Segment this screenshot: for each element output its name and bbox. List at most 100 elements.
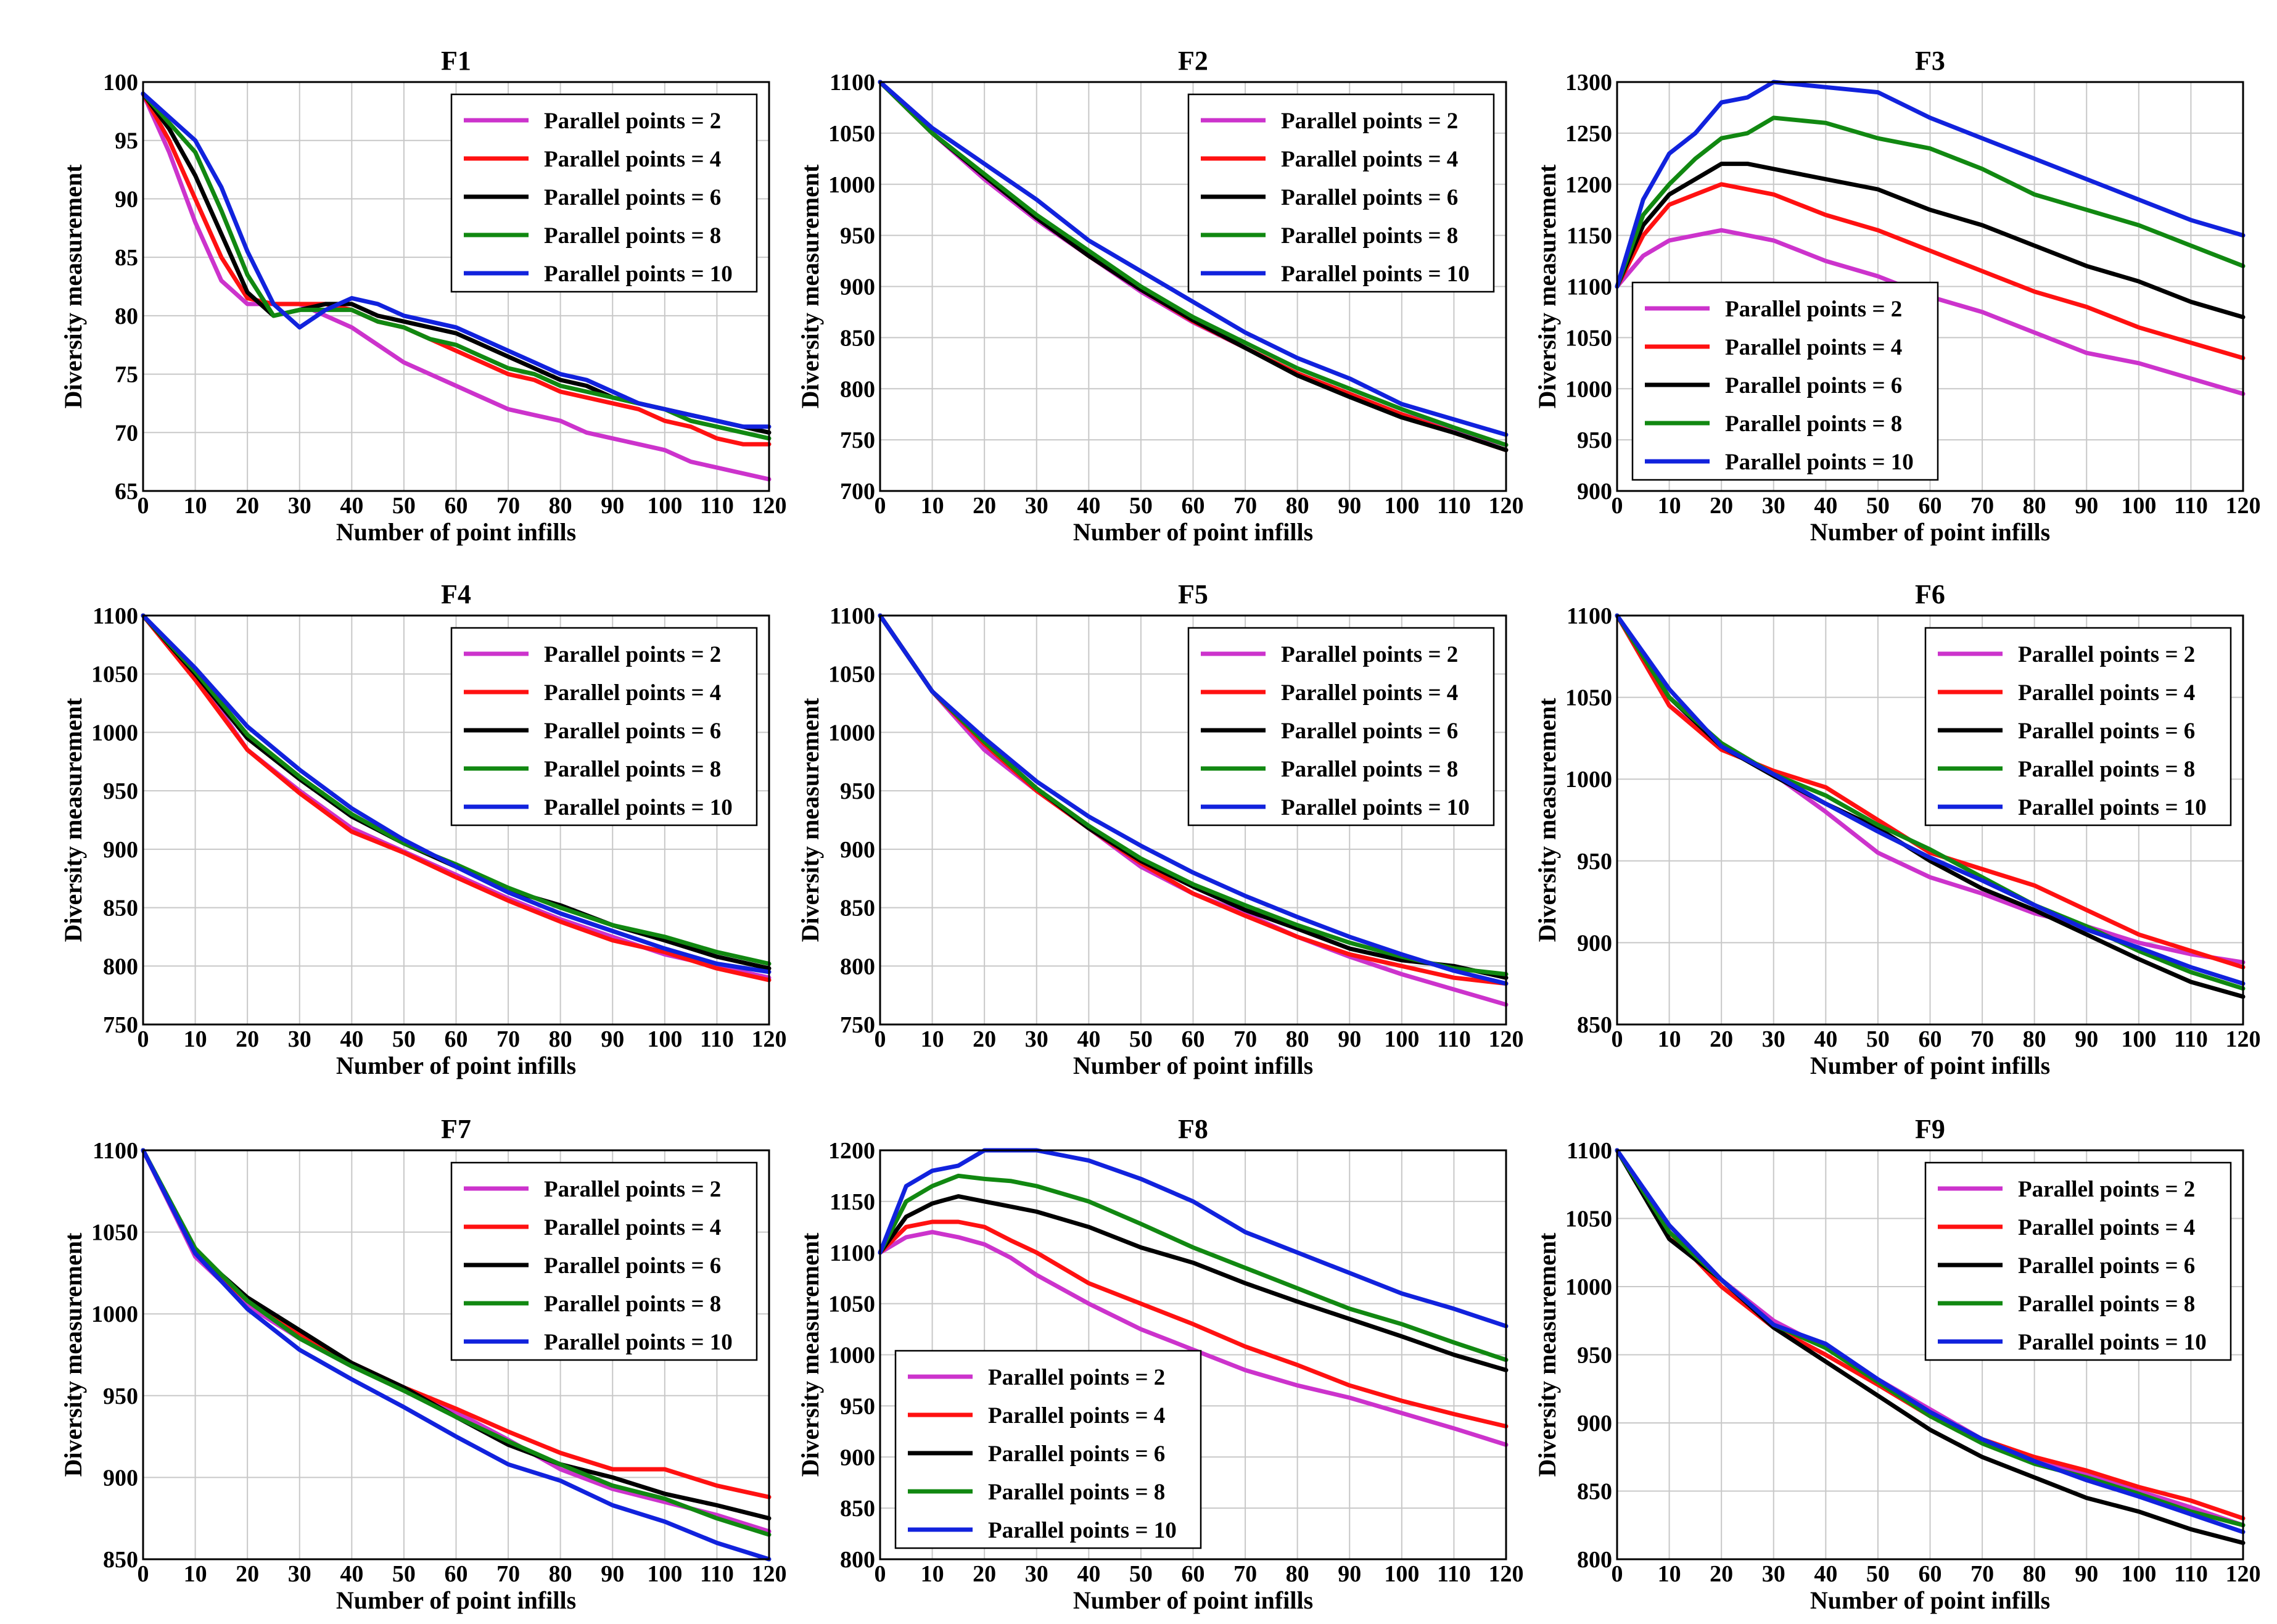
- x-tick-label: 70: [496, 1561, 520, 1587]
- x-tick-label: 10: [184, 1561, 207, 1587]
- y-tick-label: 900: [103, 1465, 138, 1491]
- x-tick-label: 0: [875, 493, 886, 519]
- y-tick-label: 800: [103, 954, 138, 979]
- x-tick-label: 80: [1286, 1561, 1309, 1587]
- y-axis-label: Diversity measurement: [1533, 1232, 1561, 1477]
- x-tick-label: 10: [921, 1026, 944, 1052]
- x-tick-label: 30: [1025, 1561, 1048, 1587]
- y-tick-label: 1050: [828, 1292, 875, 1317]
- y-tick-label: 1200: [1565, 172, 1612, 198]
- legend-label: Parallel points = 8: [988, 1480, 1165, 1505]
- x-tick-label: 90: [601, 493, 624, 519]
- chart-title: F5: [1178, 579, 1208, 609]
- series-line-8: [878, 613, 1509, 976]
- x-tick-label: 100: [1384, 1561, 1419, 1587]
- x-tick-label: 0: [875, 1026, 886, 1052]
- y-tick-label: 950: [1577, 427, 1612, 453]
- x-tick-label: 120: [1489, 1026, 1524, 1052]
- x-tick-label: 90: [2075, 1561, 2098, 1587]
- x-tick-label: 30: [288, 1561, 311, 1587]
- legend-box: [1631, 281, 1939, 481]
- x-tick-label: 60: [1919, 1561, 1942, 1587]
- legend-label: Parallel points = 10: [544, 262, 733, 287]
- x-tick-label: 120: [1489, 1561, 1524, 1587]
- x-tick-label: 100: [2121, 1561, 2156, 1587]
- plot-frame: [879, 614, 1507, 1026]
- series-line-2: [141, 91, 772, 482]
- legend: Parallel points = 2 Parallel points = 4 Pa…: [894, 1350, 1202, 1549]
- legend-label: Parallel points = 4: [2018, 680, 2195, 706]
- y-tick-label: 1050: [91, 662, 138, 688]
- legend: Parallel points = 2 Parallel points = 4 Pa…: [1924, 627, 2232, 826]
- x-axis-label: Number of point infills: [1073, 518, 1313, 546]
- chart-f1: 0 10 20 30 40 50 60 70 80 90 100 110 120 65 70 75 80 85 90…: [59, 46, 787, 546]
- y-tick-label: 950: [103, 778, 138, 804]
- x-tick-label: 100: [647, 1026, 682, 1052]
- legend: Parallel points = 2 Parallel points = 4 Pa…: [1187, 627, 1495, 826]
- x-tick-label: 0: [138, 493, 149, 519]
- x-tick-label: 80: [1286, 1026, 1309, 1052]
- series-line-10: [878, 80, 1509, 437]
- x-tick-label: 60: [445, 493, 468, 519]
- y-tick-label: 950: [1577, 1343, 1612, 1369]
- series-line-10: [1615, 1148, 2246, 1535]
- y-tick-label: 1100: [830, 603, 875, 629]
- legend-label: Parallel points = 2: [544, 1177, 721, 1202]
- y-tick-label: 850: [1577, 1479, 1612, 1505]
- legend-label: Parallel points = 10: [544, 795, 733, 820]
- y-tick-label: 900: [1577, 479, 1612, 505]
- x-tick-label: 60: [1182, 493, 1205, 519]
- y-tick-label: 85: [115, 245, 138, 271]
- y-tick-label: 950: [840, 223, 875, 249]
- plot-frame: [879, 81, 1507, 492]
- chart-title: F6: [1915, 579, 1945, 609]
- x-tick-label: 110: [700, 1561, 734, 1587]
- legend-label: Parallel points = 8: [1281, 223, 1458, 249]
- y-tick-label: 900: [1577, 930, 1612, 956]
- y-tick-label: 1050: [91, 1220, 138, 1246]
- legend-label: Parallel points = 4: [544, 147, 721, 172]
- chart-title: F3: [1915, 46, 1945, 76]
- x-tick-label: 50: [1129, 1026, 1153, 1052]
- legend-label: Parallel points = 8: [544, 1292, 721, 1317]
- legend-label: Parallel points = 4: [544, 1215, 721, 1240]
- x-tick-label: 10: [1658, 1026, 1681, 1052]
- series-line-4: [141, 91, 772, 447]
- y-tick-label: 900: [103, 837, 138, 863]
- x-tick-label: 110: [2174, 493, 2208, 519]
- legend-box: [1187, 627, 1495, 826]
- legend-box: [1924, 627, 2232, 826]
- y-tick-label: 1000: [828, 172, 875, 198]
- y-tick-label: 1100: [830, 70, 875, 96]
- x-tick-label: 70: [1233, 493, 1257, 519]
- x-tick-label: 60: [1919, 1026, 1942, 1052]
- x-tick-label: 40: [1814, 1561, 1837, 1587]
- x-tick-label: 20: [236, 493, 259, 519]
- x-tick-label: 20: [973, 1026, 996, 1052]
- x-tick-label: 50: [392, 1026, 416, 1052]
- legend-label: Parallel points = 10: [2018, 1330, 2207, 1355]
- x-tick-label: 50: [1866, 1026, 1890, 1052]
- y-tick-label: 90: [115, 186, 138, 212]
- y-tick-label: 950: [1577, 849, 1612, 875]
- x-axis-label: Number of point infills: [1810, 1586, 2050, 1614]
- x-tick-label: 120: [752, 1026, 787, 1052]
- legend-label: Parallel points = 2: [1281, 642, 1458, 667]
- chart-f2: 0 10 20 30 40 50 60 70 80 90 100 110 120 700 750 800 850…: [796, 46, 1524, 546]
- legend-label: Parallel points = 10: [1281, 795, 1470, 820]
- y-tick-label: 850: [103, 1547, 138, 1573]
- legend-label: Parallel points = 8: [2018, 1292, 2195, 1317]
- series-line-6: [878, 1194, 1509, 1372]
- x-tick-label: 110: [1437, 1561, 1471, 1587]
- y-tick-label: 1200: [828, 1138, 875, 1164]
- series-line-10: [1615, 80, 2246, 289]
- x-axis-label: Number of point infills: [1073, 1052, 1313, 1079]
- y-tick-label: 1100: [1567, 1138, 1612, 1164]
- legend-label: Parallel points = 2: [2018, 642, 2195, 667]
- series-line-10: [141, 613, 772, 975]
- x-tick-label: 20: [1710, 493, 1733, 519]
- legend-label: Parallel points = 6: [1281, 185, 1458, 210]
- x-tick-label: 70: [1233, 1026, 1257, 1052]
- x-tick-label: 90: [1338, 1026, 1361, 1052]
- series-line-8: [1615, 613, 2246, 991]
